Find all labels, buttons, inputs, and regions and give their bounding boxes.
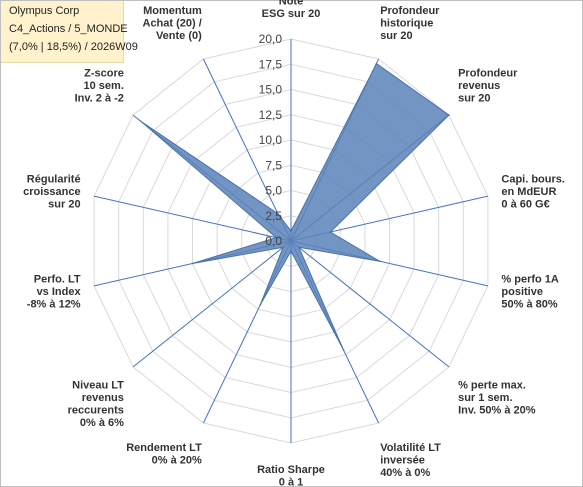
axis-label-line: Rendement LT: [126, 442, 202, 454]
axis-label-line: Inv. 50% à 20%: [458, 405, 536, 417]
axis-label: Z-score 10 sem. Inv. 2 à -2: [75, 67, 124, 104]
data-point: [140, 120, 142, 123]
axis-label-line: Niveau LT: [72, 380, 124, 392]
axis-label: % perte max. sur 1 sem. Inv. 50% à 20%: [458, 380, 536, 417]
axis-label-line: Profondeur: [380, 5, 440, 17]
axis-label-line: sur 1 sem.: [458, 392, 512, 404]
axis-label: Profondeur historique sur 20: [380, 5, 440, 42]
axis-label-line: Momentum: [143, 5, 202, 17]
data-point: [329, 231, 332, 233]
tick-label: 0,0: [265, 234, 282, 248]
axis-label-line: sur 20: [48, 199, 80, 211]
axis-label-line: inversée: [380, 454, 425, 466]
chart-title-category: C4_Actions / 5_MONDE: [9, 23, 128, 35]
axis-label: Capi. bours. en MdEUR 0 à 60 G€: [501, 174, 565, 211]
tick-label: 20,0: [259, 32, 283, 46]
axis-label-line: % perfo 1A: [501, 273, 559, 285]
data-point: [378, 260, 381, 263]
axis-label-line: Vente (0): [156, 30, 202, 42]
axis-label-line: Z-score: [84, 67, 124, 79]
axis-spoke: [202, 58, 292, 242]
data-point: [290, 250, 292, 252]
axis-label-line: 0% à 20%: [152, 454, 202, 466]
chart-title-range-period: (7,0% | 18,5%) / 2026W09: [9, 41, 138, 53]
axis-label-line: positive: [501, 286, 543, 298]
axis-label-line: Profondeur: [458, 67, 518, 79]
axis-label: Ratio Sharpe 0 à 1: [257, 464, 325, 487]
tick-label: 5,0: [265, 184, 282, 198]
axis-label-line: -8% à 12%: [27, 298, 81, 310]
data-series-area: [140, 62, 450, 351]
axis-label: Régularité croissance sur 20: [23, 174, 80, 211]
axis-label-line: 0% à 6%: [80, 417, 124, 429]
axis-label: Profondeur revenus sur 20: [458, 67, 518, 104]
data-point: [275, 236, 278, 239]
chart-title-company: Olympus Corp: [9, 5, 80, 17]
axis-spoke: [290, 240, 450, 368]
axis-label-line: Perfo. LT: [34, 273, 81, 285]
axis-label-line: Ratio Sharpe: [257, 464, 325, 476]
axis-label: % perfo 1A positive 50% à 80%: [501, 273, 559, 310]
tick-label: 2,5: [265, 209, 282, 223]
axis-label-line: Note: [279, 0, 303, 8]
axis-label-line: 50% à 80%: [501, 298, 557, 310]
axis-label: Perfo. LT vs Index -8% à 12%: [27, 273, 82, 310]
axis-label-line: Régularité: [27, 174, 81, 186]
axis-label: Volatilité LT inversée 40% à 0%: [380, 442, 441, 479]
tick-label: 17,5: [259, 57, 283, 71]
axis-label-line: 40% à 0%: [380, 467, 430, 479]
data-point: [298, 246, 300, 249]
axis-label-line: Volatilité LT: [380, 442, 441, 454]
data-point: [342, 349, 345, 352]
data-point: [277, 212, 279, 215]
axis-label: Momentum Achat (20) / Vente (0): [143, 5, 203, 42]
tick-label: 15,0: [259, 83, 283, 97]
axis-label-line: Achat (20) /: [143, 18, 202, 30]
axis-spoke: [132, 240, 292, 368]
axis-label-line: sur 20: [458, 92, 490, 104]
axis-label-line: historique: [380, 18, 433, 30]
axis-label-line: revenus: [458, 80, 500, 92]
axis-label-line: 0 à 1: [279, 477, 303, 487]
data-point: [290, 230, 292, 232]
data-point: [282, 246, 284, 249]
chart-title-box: Olympus Corp C4_Actions / 5_MONDE (7,0% …: [1, 1, 138, 63]
axis-label: Rendement LT 0% à 20%: [126, 442, 202, 467]
axis-label-line: en MdEUR: [501, 186, 556, 198]
data-point: [191, 262, 194, 265]
tick-label: 10,0: [259, 133, 283, 147]
tick-label: 12,5: [259, 108, 283, 122]
axis-spoke: [93, 195, 292, 242]
axis-label-line: Capi. bours.: [501, 174, 565, 186]
axis-label-line: % perte max.: [458, 380, 526, 392]
tick-label: 7,5: [265, 158, 282, 172]
axis-label-line: Inv. 2 à -2: [75, 92, 124, 104]
axis-label-line: 10 sem.: [84, 80, 124, 92]
axis-label-line: sur 20: [380, 30, 412, 42]
axis-label-line: ESG sur 20: [262, 8, 321, 20]
axis-label-line: vs Index: [37, 286, 82, 298]
data-point: [375, 62, 378, 65]
data-point: [259, 303, 262, 306]
axis-label-line: revenus: [82, 392, 124, 404]
axis-label-line: 0 à 60 G€: [501, 199, 549, 211]
axis-label: Niveau LT revenus reccurents 0% à 6%: [68, 380, 125, 430]
axis-label: Note ESG sur 20: [262, 0, 321, 20]
axis-label-line: croissance: [23, 186, 80, 198]
data-point: [448, 114, 450, 116]
axis-label-line: reccurents: [68, 405, 124, 417]
